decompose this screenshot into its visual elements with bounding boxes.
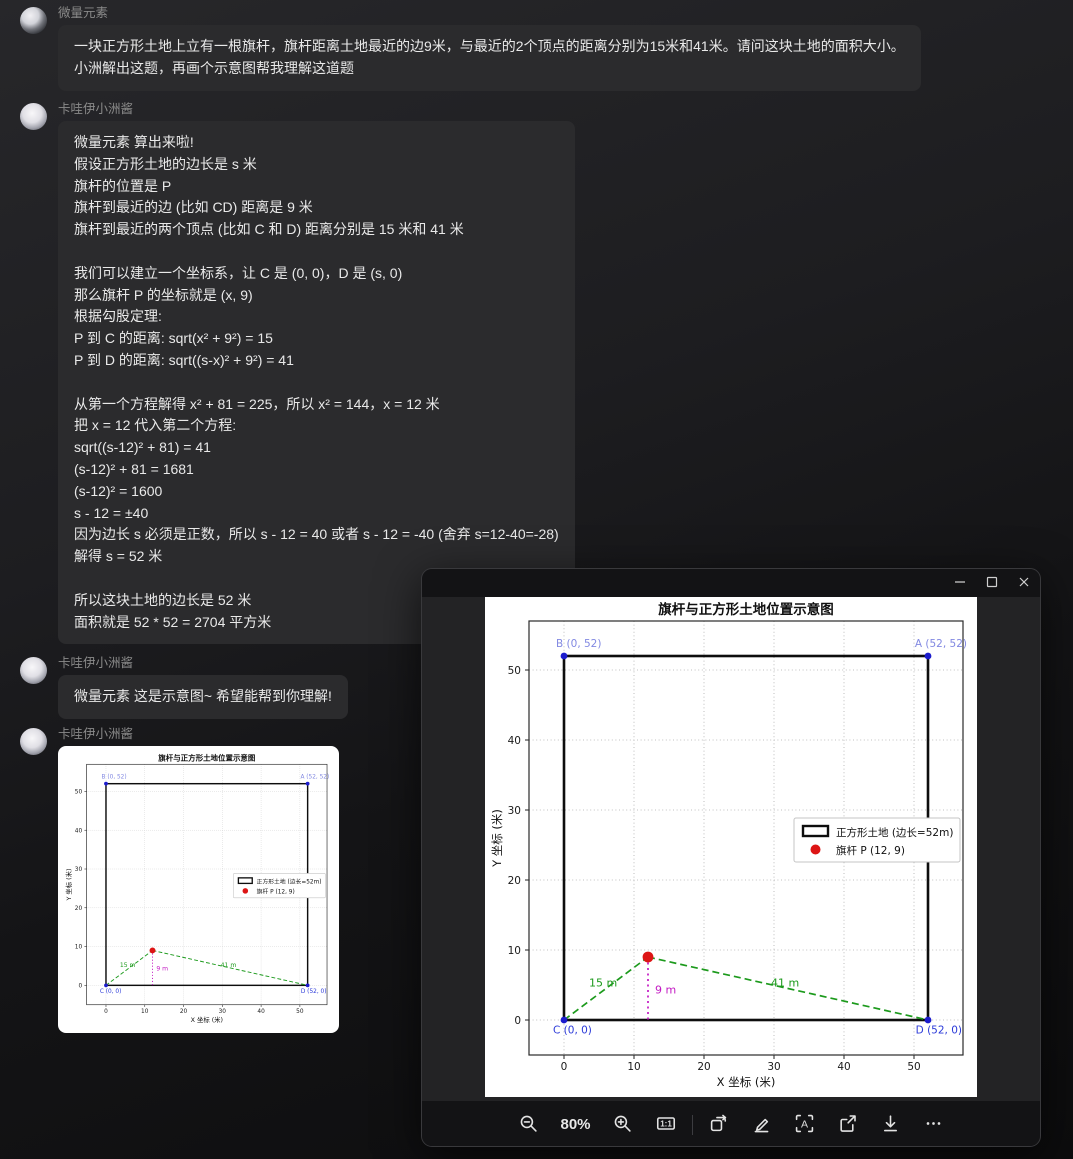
svg-text:20: 20 bbox=[180, 1009, 188, 1015]
svg-text:50: 50 bbox=[296, 1009, 304, 1015]
avatar[interactable] bbox=[20, 728, 47, 755]
svg-text:X 坐标 (米): X 坐标 (米) bbox=[191, 1015, 223, 1024]
image-viewer-window: 0 0 10 10 20 20 30 30 40 40 50 50 15 m 41 m 9 m B (0, 5… bbox=[421, 568, 1041, 1147]
svg-text:D (52, 0): D (52, 0) bbox=[916, 1025, 962, 1037]
svg-text:旗杆与正方形土地位置示意图: 旗杆与正方形土地位置示意图 bbox=[158, 752, 255, 762]
svg-text:9 m: 9 m bbox=[156, 966, 168, 973]
svg-text:20: 20 bbox=[75, 906, 83, 912]
svg-text:旗杆 P (12, 9): 旗杆 P (12, 9) bbox=[257, 887, 295, 895]
maximize-button[interactable] bbox=[976, 569, 1008, 597]
share-icon bbox=[838, 1114, 857, 1136]
svg-text:15 m: 15 m bbox=[120, 962, 136, 969]
close-icon bbox=[1018, 576, 1030, 591]
svg-text:10: 10 bbox=[627, 1061, 640, 1073]
maximize-icon bbox=[986, 576, 998, 591]
svg-text:1:1: 1:1 bbox=[660, 1119, 672, 1128]
message-author: 卡哇伊小洲酱 bbox=[58, 656, 134, 670]
message-bubble: 微量元素 算出来啦! 假设正方形土地的边长是 s 米 旗杆的位置是 P 旗杆到最… bbox=[58, 121, 575, 645]
svg-text:Y 坐标 (米): Y 坐标 (米) bbox=[64, 869, 73, 902]
svg-text:30: 30 bbox=[767, 1061, 780, 1073]
svg-text:30: 30 bbox=[219, 1009, 227, 1015]
viewer-stage: 0 0 10 10 20 20 30 30 40 40 50 50 15 m 41 m 9 m B (0, 5… bbox=[422, 597, 1040, 1097]
svg-text:15 m: 15 m bbox=[589, 977, 617, 990]
chart-image[interactable]: 0 0 10 10 20 20 30 30 40 40 50 50 15 m 41 m 9 m B (0, 5… bbox=[485, 597, 977, 1097]
svg-text:40: 40 bbox=[75, 828, 83, 834]
svg-text:40: 40 bbox=[837, 1061, 850, 1073]
svg-text:10: 10 bbox=[508, 945, 521, 957]
edit-button[interactable] bbox=[745, 1108, 779, 1142]
svg-text:0: 0 bbox=[104, 1009, 108, 1015]
svg-text:C (0, 0): C (0, 0) bbox=[553, 1025, 592, 1037]
svg-text:正方形土地 (边长=52m): 正方形土地 (边长=52m) bbox=[836, 826, 953, 839]
svg-text:9 m: 9 m bbox=[655, 984, 676, 997]
svg-text:40: 40 bbox=[257, 1009, 265, 1015]
zoom-in-button[interactable] bbox=[606, 1108, 640, 1142]
share-button[interactable] bbox=[831, 1108, 865, 1142]
message: 卡哇伊小洲酱 微量元素 这是示意图~ 希望能帮到你理解! bbox=[20, 655, 348, 719]
zoom-out-button[interactable] bbox=[512, 1108, 546, 1142]
svg-text:旗杆 P (12, 9): 旗杆 P (12, 9) bbox=[836, 844, 905, 857]
svg-text:正方形土地 (边长=52m): 正方形土地 (边长=52m) bbox=[257, 877, 322, 885]
svg-text:50: 50 bbox=[75, 790, 83, 796]
message: 卡哇伊小洲酱 0 0 10 10 20 20 30 30 40 40 50 50 15 m 41 m 9 m… bbox=[20, 726, 339, 1033]
svg-text:0: 0 bbox=[78, 983, 82, 989]
close-button[interactable] bbox=[1008, 569, 1040, 597]
svg-text:X 坐标 (米): X 坐标 (米) bbox=[717, 1075, 776, 1089]
svg-text:50: 50 bbox=[907, 1061, 920, 1073]
svg-text:D (52, 0): D (52, 0) bbox=[301, 989, 327, 995]
message-bubble: 一块正方形土地上立有一根旗杆，旗杆距离土地最近的边9米，与最近的2个顶点的距离分… bbox=[58, 25, 921, 91]
svg-text:41 m: 41 m bbox=[771, 977, 799, 990]
more-icon bbox=[924, 1114, 943, 1136]
svg-text:Y 坐标 (米): Y 坐标 (米) bbox=[490, 809, 504, 868]
zoom-out-icon bbox=[519, 1114, 538, 1136]
avatar[interactable] bbox=[20, 657, 47, 684]
svg-text:A (52, 52): A (52, 52) bbox=[300, 775, 329, 781]
svg-text:10: 10 bbox=[141, 1009, 149, 1015]
ocr-icon: A bbox=[795, 1114, 814, 1136]
avatar[interactable] bbox=[20, 7, 47, 34]
message: 微量元素 一块正方形土地上立有一根旗杆，旗杆距离土地最近的边9米，与最近的2个顶… bbox=[20, 5, 921, 91]
rotate-icon bbox=[709, 1114, 728, 1136]
avatar[interactable] bbox=[20, 103, 47, 130]
svg-text:10: 10 bbox=[75, 945, 83, 951]
message: 卡哇伊小洲酱 微量元素 算出来啦! 假设正方形土地的边长是 s 米 旗杆的位置是… bbox=[20, 101, 575, 645]
svg-text:A: A bbox=[801, 1118, 809, 1130]
viewer-titlebar[interactable] bbox=[422, 569, 1040, 597]
edit-icon bbox=[752, 1114, 771, 1136]
viewer-toolbar: 80% 1:1 A bbox=[422, 1101, 1040, 1146]
download-button[interactable] bbox=[874, 1108, 908, 1142]
message-author: 卡哇伊小洲酱 bbox=[58, 102, 134, 116]
chart-thumbnail[interactable]: 0 0 10 10 20 20 30 30 40 40 50 50 15 m 41 m 9 m B (0, 5… bbox=[58, 746, 339, 1033]
svg-text:50: 50 bbox=[508, 665, 521, 677]
rotate-button[interactable] bbox=[702, 1108, 736, 1142]
svg-text:0: 0 bbox=[514, 1015, 521, 1027]
minimize-button[interactable] bbox=[944, 569, 976, 597]
minimize-icon bbox=[954, 576, 966, 591]
download-icon bbox=[881, 1114, 900, 1136]
svg-text:20: 20 bbox=[508, 875, 521, 887]
svg-text:A (52, 52): A (52, 52) bbox=[915, 638, 967, 650]
svg-text:B (0, 52): B (0, 52) bbox=[556, 638, 601, 650]
message-author: 微量元素 bbox=[58, 6, 109, 20]
zoom-level[interactable]: 80% bbox=[560, 1116, 591, 1133]
svg-text:旗杆与正方形土地位置示意图: 旗杆与正方形土地位置示意图 bbox=[658, 601, 834, 618]
svg-text:41 m: 41 m bbox=[221, 962, 237, 969]
toolbar-divider bbox=[691, 1114, 693, 1135]
svg-text:30: 30 bbox=[75, 867, 83, 873]
window-controls bbox=[944, 569, 1040, 597]
zoom-in-icon bbox=[613, 1114, 632, 1136]
svg-text:40: 40 bbox=[508, 735, 521, 747]
actual-size-button[interactable]: 1:1 bbox=[649, 1108, 683, 1142]
svg-text:20: 20 bbox=[697, 1061, 710, 1073]
ocr-button[interactable]: A bbox=[788, 1108, 822, 1142]
svg-text:0: 0 bbox=[561, 1061, 568, 1073]
message-bubble: 微量元素 这是示意图~ 希望能帮到你理解! bbox=[58, 675, 348, 719]
actual-size-icon: 1:1 bbox=[656, 1114, 676, 1136]
svg-text:C (0, 0): C (0, 0) bbox=[100, 989, 121, 995]
svg-text:30: 30 bbox=[508, 805, 521, 817]
svg-text:B (0, 52): B (0, 52) bbox=[102, 775, 127, 781]
message-author: 卡哇伊小洲酱 bbox=[58, 727, 134, 741]
more-button[interactable] bbox=[917, 1108, 951, 1142]
